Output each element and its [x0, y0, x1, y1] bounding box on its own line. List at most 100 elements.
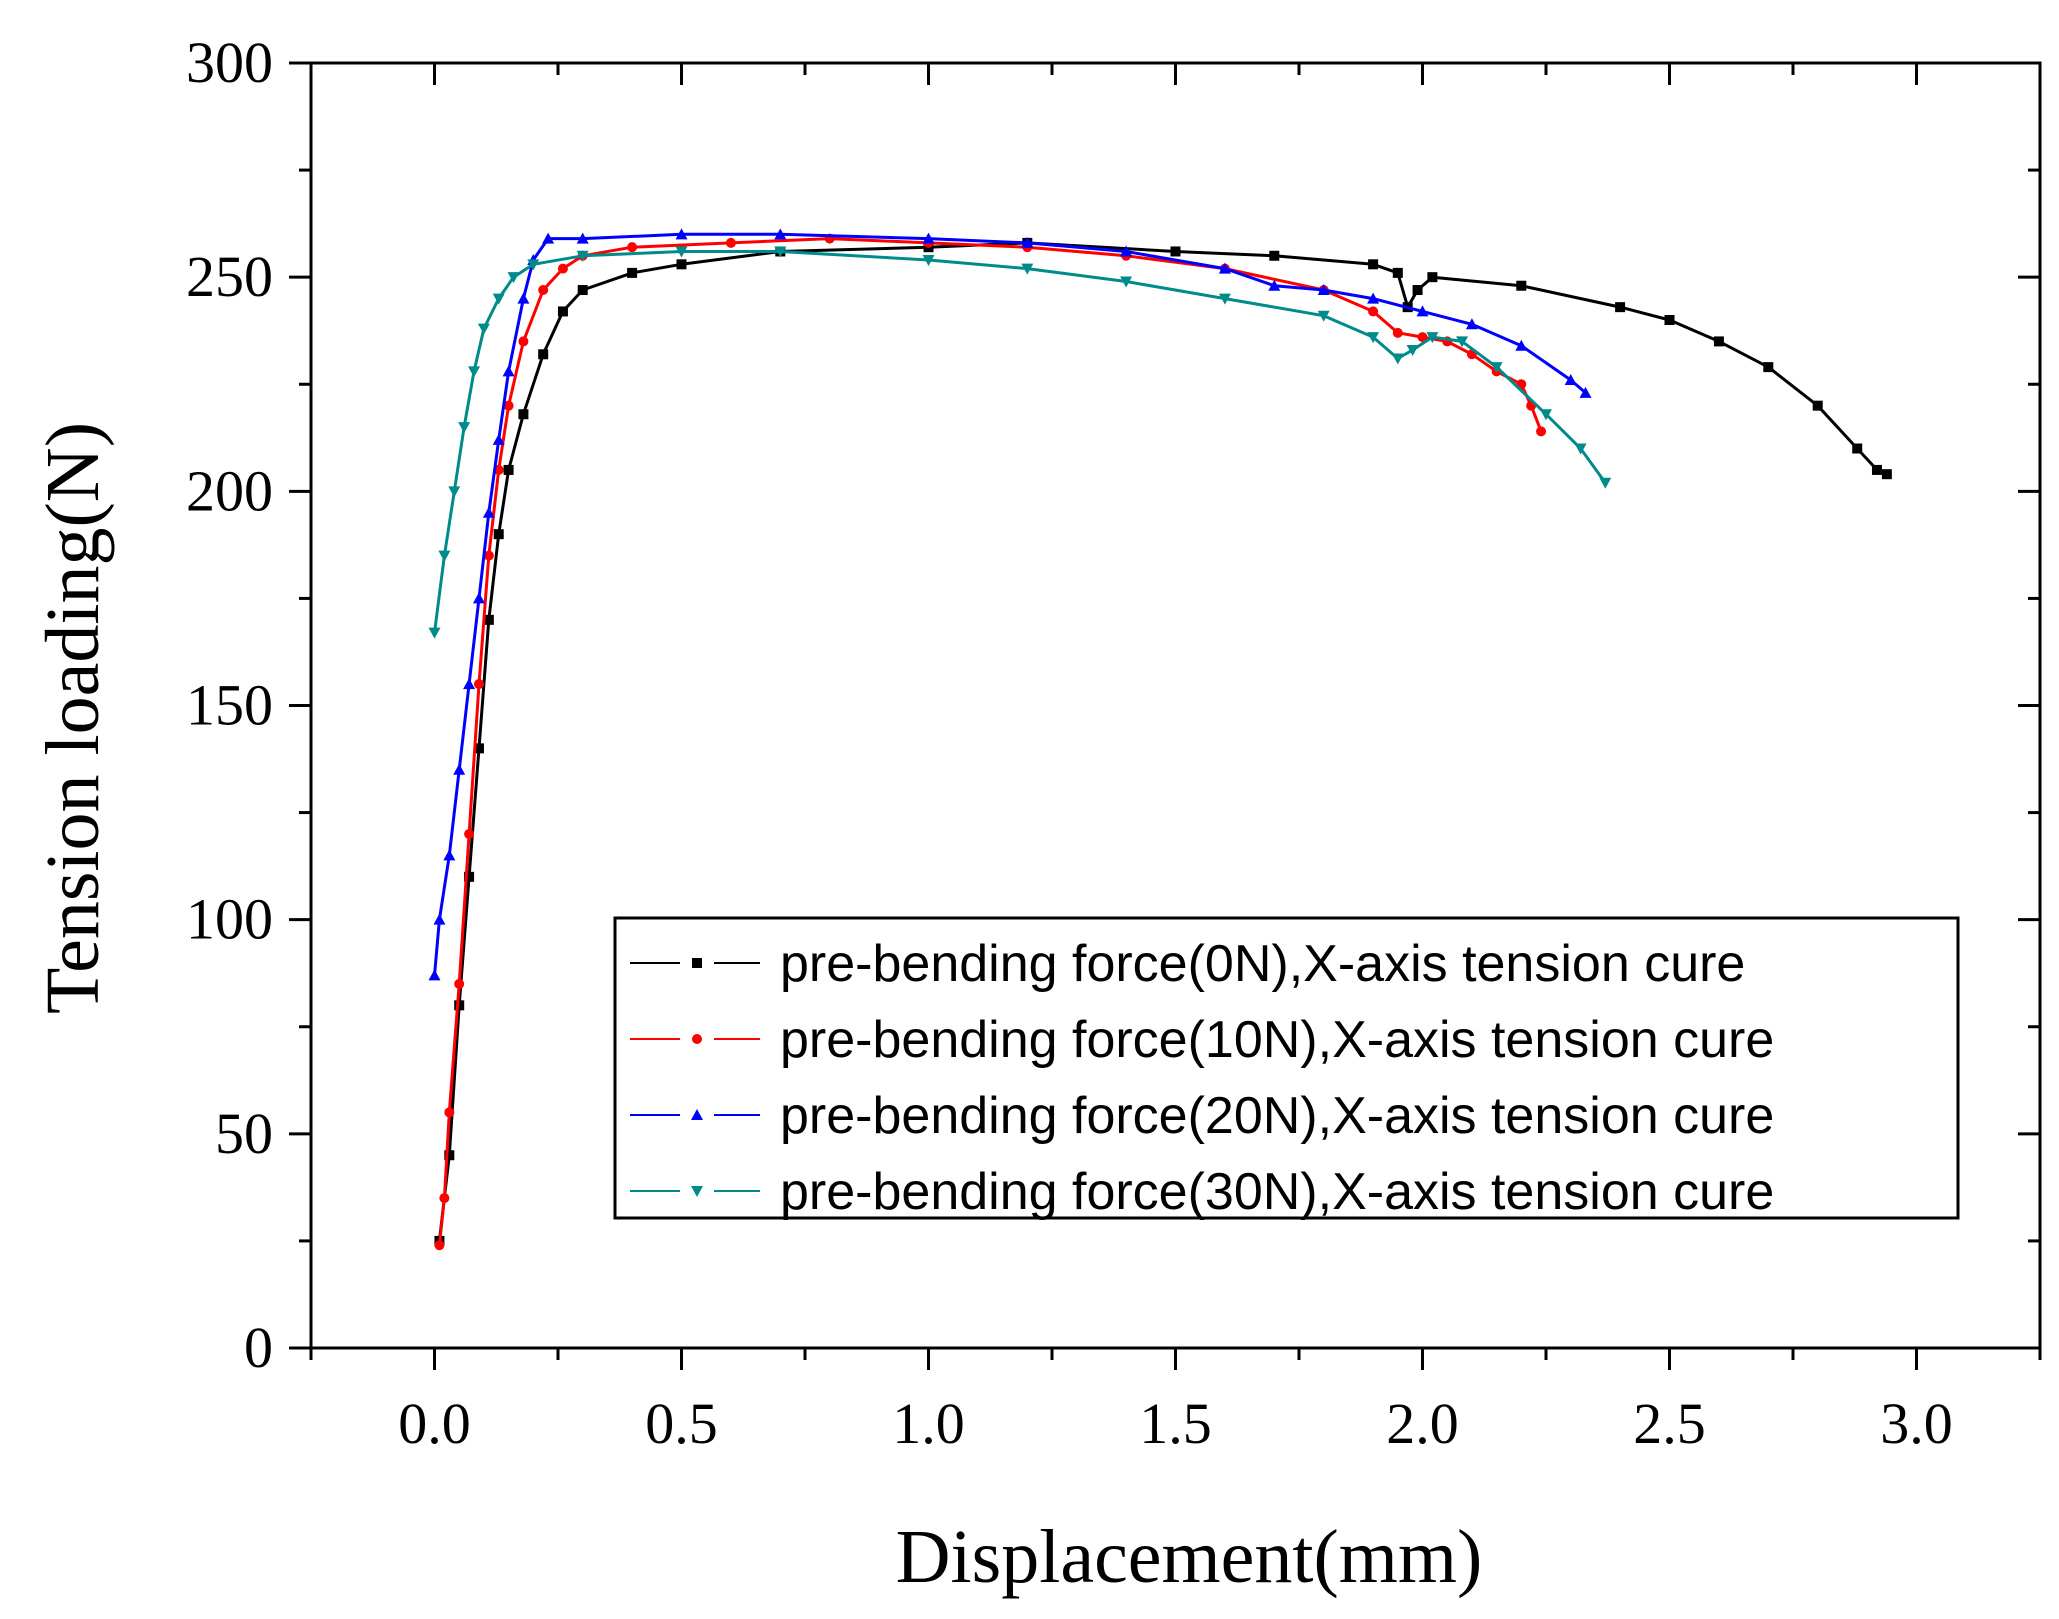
- data-point: [1871, 464, 1882, 475]
- data-point: [1664, 315, 1675, 325]
- data-point: [1490, 362, 1503, 374]
- data-point: [492, 293, 505, 305]
- legend-marker: [692, 1034, 702, 1044]
- data-point: [454, 1000, 465, 1011]
- data-point: [774, 246, 787, 258]
- legend-label: pre-bending force(10N),X-axis tension cu…: [780, 1011, 1774, 1069]
- data-point: [464, 829, 475, 839]
- series-line: [433, 250, 1607, 633]
- data-point: [1516, 280, 1527, 291]
- data-point: [1515, 339, 1528, 351]
- data-point: [1368, 259, 1379, 270]
- data-point: [576, 232, 589, 244]
- data-point: [1021, 236, 1034, 248]
- data-point: [443, 849, 456, 861]
- data-point: [1170, 246, 1181, 257]
- data-point: [1218, 262, 1231, 274]
- data-point: [1812, 400, 1823, 411]
- data-point: [1120, 276, 1133, 288]
- data-point: [1392, 327, 1403, 338]
- x-axis-title: Displacement(mm): [896, 1515, 1483, 1599]
- data-point: [1579, 386, 1592, 398]
- data-point: [557, 263, 568, 274]
- data-point: [434, 1240, 445, 1251]
- data-point: [458, 422, 471, 434]
- data-point: [502, 365, 515, 377]
- y-axis-title: Tension loading(N): [31, 422, 115, 1014]
- data-point: [1368, 306, 1379, 317]
- data-point: [1426, 332, 1439, 344]
- data-point: [1417, 332, 1428, 343]
- data-point: [538, 349, 549, 360]
- legend-label: pre-bending force(0N),X-axis tension cur…: [780, 935, 1745, 993]
- data-point: [473, 743, 484, 754]
- data-point: [433, 913, 446, 925]
- data-point: [1268, 279, 1281, 291]
- legend-marker: [691, 1109, 703, 1120]
- data-point: [438, 550, 451, 562]
- data-point: [676, 259, 687, 270]
- data-point: [483, 550, 494, 561]
- data-point: [1540, 409, 1552, 421]
- data-point: [472, 592, 485, 604]
- legend-marker: [691, 1186, 703, 1197]
- y-tick-label: 50: [215, 1101, 273, 1166]
- data-point: [483, 614, 494, 625]
- data-point: [627, 267, 638, 278]
- data-point: [1852, 443, 1863, 454]
- legend-entry: pre-bending force(10N),X-axis tension cu…: [630, 1011, 1774, 1069]
- data-point: [518, 336, 529, 347]
- x-tick-label: 2.0: [1386, 1391, 1459, 1456]
- data-point: [439, 1193, 450, 1204]
- data-point: [922, 255, 935, 267]
- y-axis: 0 50 100 150 200 250 300: [186, 30, 2040, 1380]
- data-point: [627, 242, 638, 253]
- data-point: [503, 400, 514, 411]
- data-point: [1218, 293, 1231, 305]
- data-point: [1456, 336, 1469, 348]
- data-point: [428, 627, 441, 639]
- legend: pre-bending force(0N),X-axis tension cur…: [613, 916, 1960, 1221]
- x-tick-label: 0.0: [398, 1391, 471, 1456]
- series-layer: [428, 228, 1892, 1251]
- series-3: [428, 246, 1612, 639]
- y-tick-label: 100: [186, 887, 273, 952]
- legend-box: [613, 916, 1960, 1220]
- data-point: [527, 259, 540, 271]
- data-point: [1713, 336, 1724, 347]
- x-tick-label: 0.5: [645, 1391, 718, 1456]
- data-point: [492, 433, 505, 445]
- data-point: [1427, 272, 1438, 283]
- legend-label: pre-bending force(30N),X-axis tension cu…: [780, 1163, 1774, 1221]
- data-point: [448, 486, 461, 498]
- data-point: [477, 323, 490, 335]
- legend-marker: [692, 958, 702, 968]
- data-point: [468, 366, 481, 378]
- legend-entry: pre-bending force(30N),X-axis tension cu…: [630, 1163, 1774, 1221]
- y-tick-label: 0: [244, 1315, 273, 1380]
- data-point: [538, 285, 549, 296]
- data-point: [454, 978, 465, 989]
- legend-label: pre-bending force(20N),X-axis tension cu…: [780, 1087, 1774, 1145]
- data-point: [1392, 267, 1403, 278]
- data-point: [675, 246, 688, 258]
- legend-entry: pre-bending force(0N),X-axis tension cur…: [630, 935, 1745, 993]
- y-tick-label: 200: [186, 458, 273, 523]
- data-point: [444, 1107, 455, 1118]
- series-2: [428, 228, 1592, 981]
- data-point: [517, 292, 530, 304]
- data-point: [1536, 426, 1547, 437]
- data-point: [725, 237, 736, 248]
- y-tick-label: 150: [186, 673, 273, 738]
- data-point: [1416, 305, 1429, 317]
- data-point: [1599, 477, 1612, 489]
- data-point: [1615, 302, 1626, 313]
- x-tick-label: 1.0: [892, 1391, 965, 1456]
- data-point: [1391, 353, 1404, 365]
- data-point: [774, 228, 787, 240]
- x-axis: 0.0 0.5 1.0 1.5 2.0 2.5 3.0: [309, 63, 2042, 1456]
- data-point: [1269, 250, 1280, 261]
- data-point: [557, 306, 568, 317]
- data-point: [518, 409, 529, 420]
